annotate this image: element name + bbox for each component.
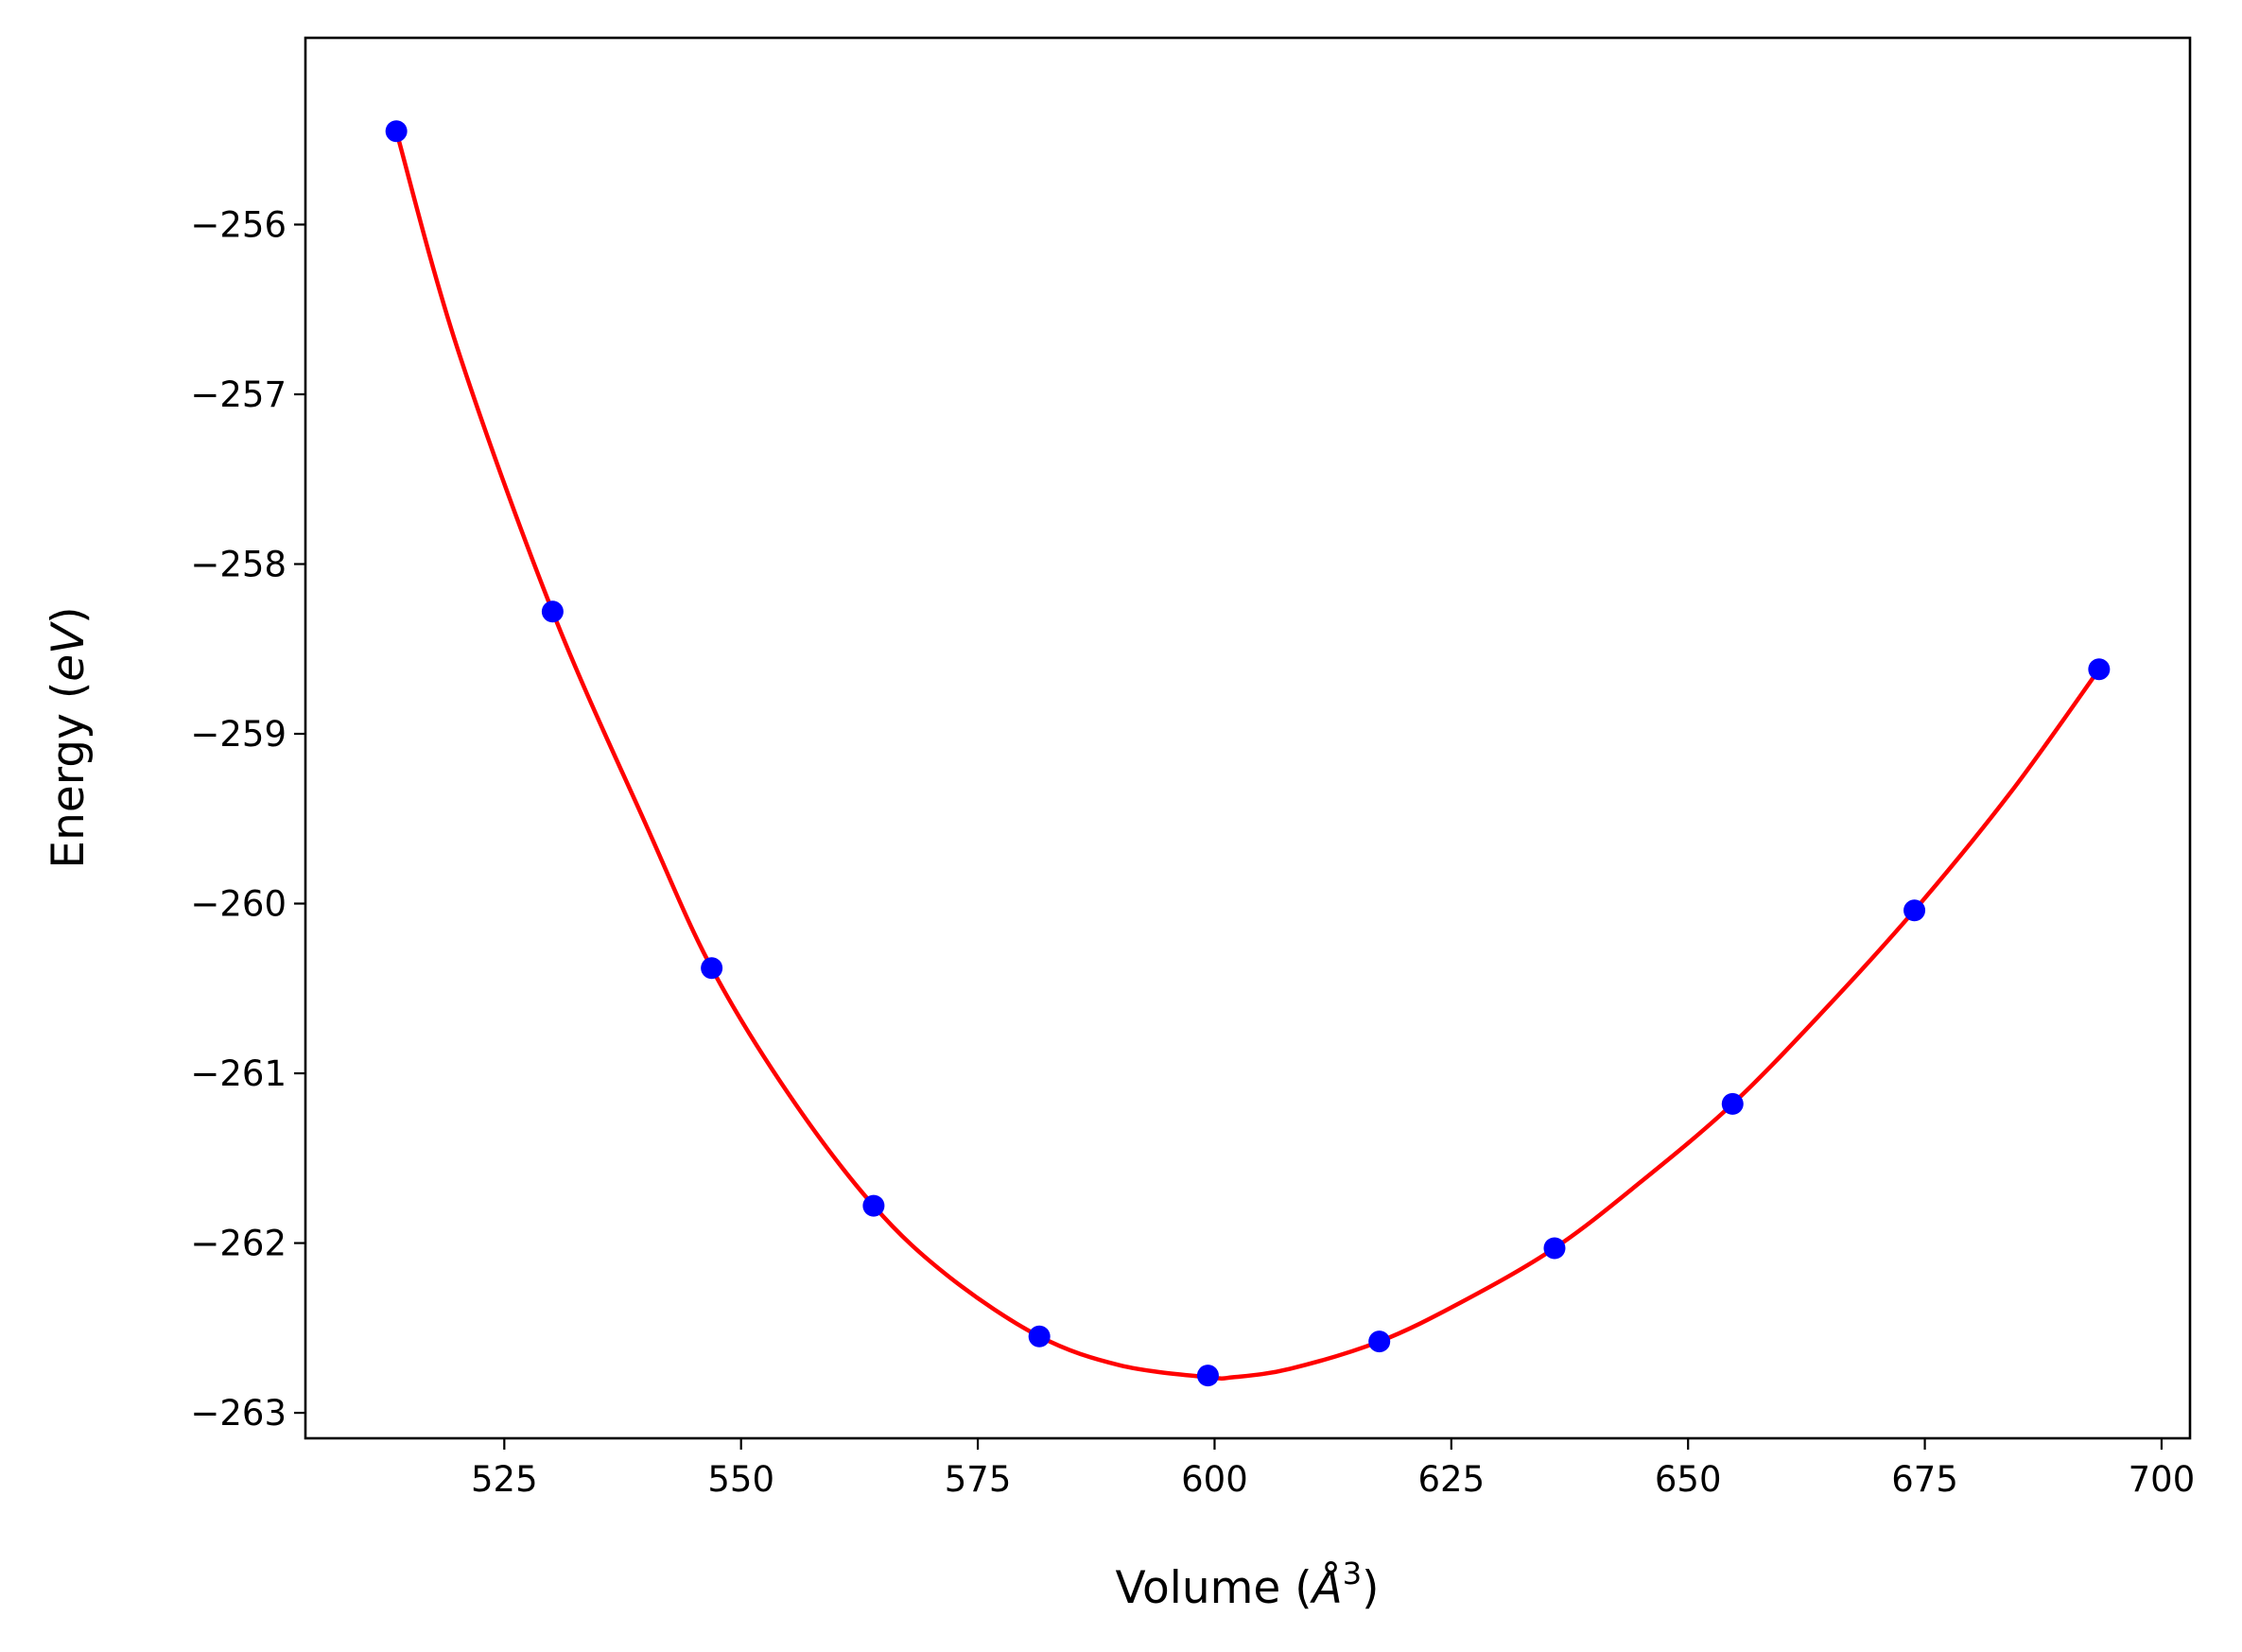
x-tick-label: 525	[471, 1459, 538, 1500]
x-tick-label: 625	[1418, 1459, 1486, 1500]
data-point	[1721, 1092, 1744, 1115]
x-axis-label-suffix: )	[1362, 1562, 1379, 1614]
x-axis-label-symbol: Å	[1310, 1562, 1343, 1614]
y-tick-label: −263	[190, 1393, 287, 1434]
y-tick-label: −261	[190, 1053, 287, 1094]
fit-curve-layer	[393, 130, 2101, 1381]
y-tick-label: −260	[190, 884, 287, 925]
x-tick-label: 600	[1181, 1459, 1248, 1500]
data-point	[1196, 1365, 1219, 1387]
data-point	[1028, 1325, 1051, 1348]
y-tick-label: −262	[190, 1224, 287, 1264]
y-axis-label-prefix: Energy (	[43, 682, 95, 869]
y-axis-label-symbol: eV	[43, 621, 95, 682]
data-point	[385, 120, 408, 143]
data-point	[1543, 1237, 1566, 1260]
x-tick-label: 700	[2129, 1459, 2196, 1500]
y-axis-ticks: −263 −262 −261 −260 −259 −258 −257 −256	[190, 204, 305, 1434]
data-point	[1368, 1330, 1391, 1353]
x-tick-label: 675	[1891, 1459, 1958, 1500]
y-tick-label: −256	[190, 204, 287, 245]
data-point	[1903, 899, 1926, 922]
x-axis-label-prefix: Volume (	[1116, 1562, 1312, 1614]
x-tick-label: 550	[707, 1459, 774, 1500]
fit-curve-line	[393, 130, 2101, 1381]
data-point	[2088, 658, 2111, 681]
y-tick-label: −258	[190, 544, 287, 584]
x-axis-label: Volume (Å3)	[1116, 1556, 1380, 1614]
plot-frame	[304, 36, 2192, 1440]
y-axis-label: Energy (eV)	[43, 606, 95, 868]
data-point	[862, 1194, 885, 1217]
y-tick-label: −257	[190, 374, 287, 415]
x-tick-label: 575	[945, 1459, 1012, 1500]
data-points-layer	[385, 120, 2111, 1387]
x-axis-ticks: 525 550 575 600 625 650 675 700	[471, 1438, 2195, 1500]
data-point	[541, 600, 564, 623]
y-tick-label: −259	[190, 714, 287, 755]
data-point	[701, 957, 723, 980]
x-axis-label-exponent: 3	[1343, 1556, 1362, 1591]
x-tick-label: 650	[1655, 1459, 1722, 1500]
y-axis-label-suffix: )	[43, 606, 95, 623]
plot-area	[305, 38, 2190, 1438]
